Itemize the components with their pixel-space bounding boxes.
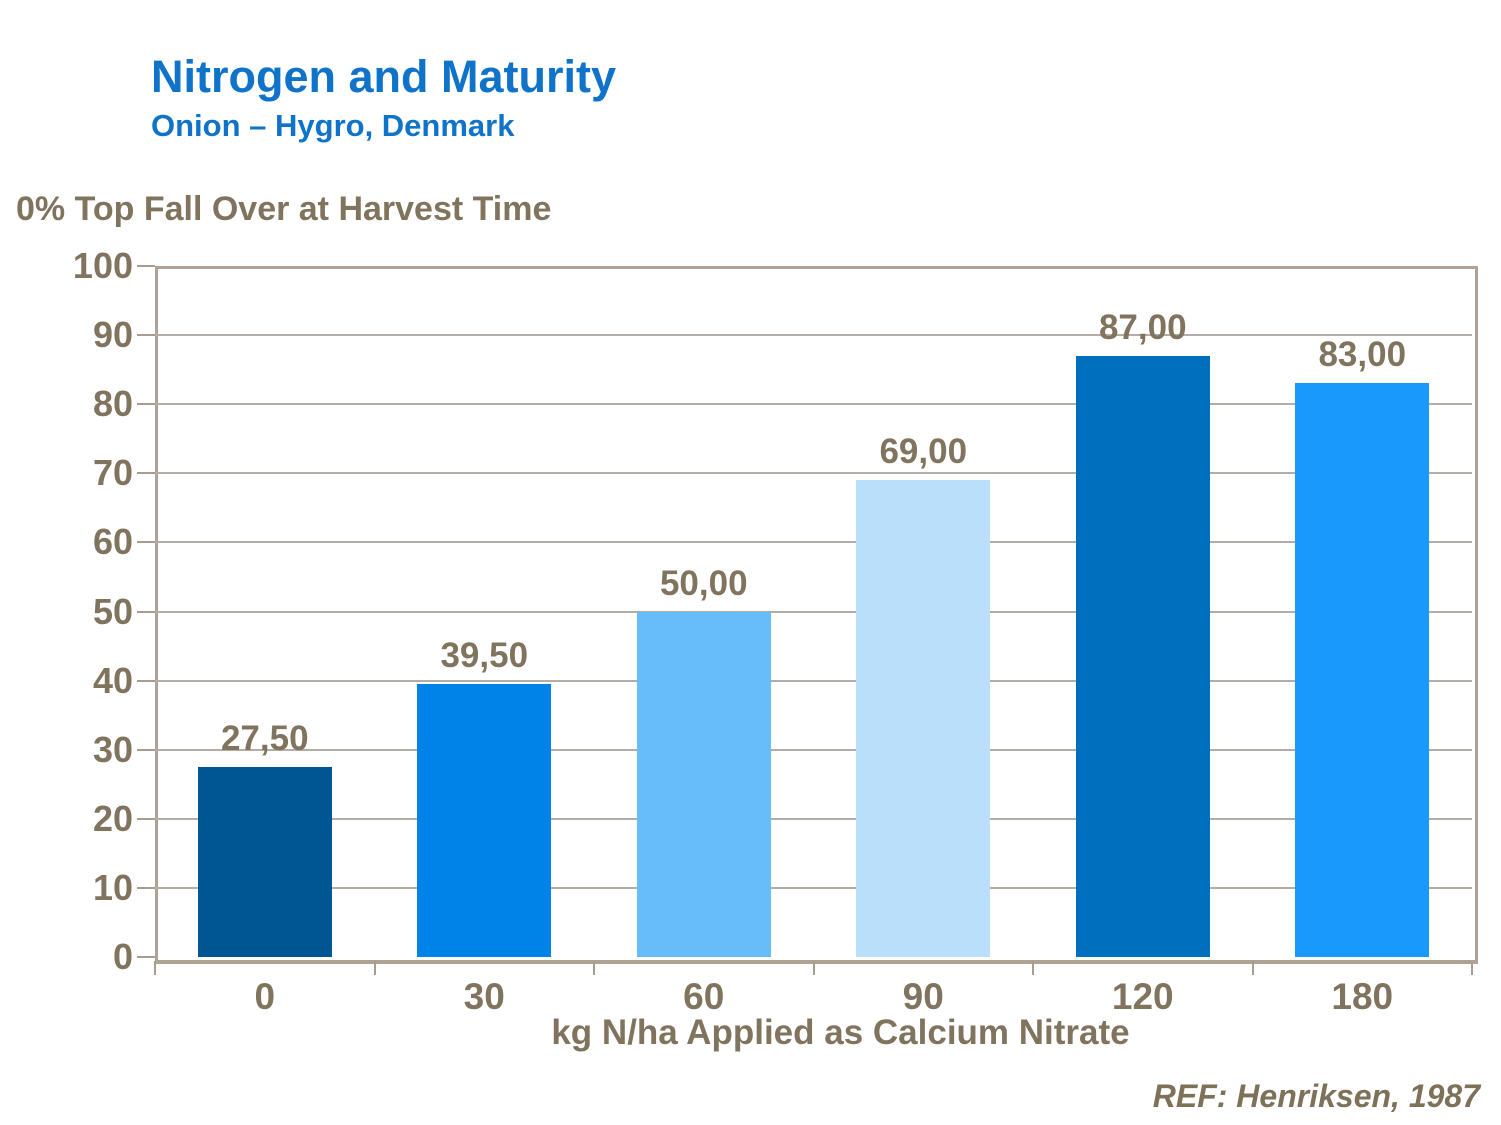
y-axis-tick [137,610,155,613]
x-axis-tick-label: 30 [463,976,505,1017]
bar [1295,383,1430,957]
x-axis-tick [812,961,815,975]
x-axis-tick [1251,961,1254,975]
y-axis-tick-label: 80 [92,383,133,425]
y-axis-tick-label: 70 [92,452,133,494]
y-axis-tick-label: 90 [92,314,133,356]
y-axis-tick-label: 40 [92,659,133,701]
bar-value-label: 27,50 [220,718,309,758]
gridline [155,403,1472,406]
y-axis-tick-label: 50 [92,590,133,632]
x-axis-tick [1471,961,1473,975]
gridline [155,541,1472,544]
x-axis-tick-label: 180 [1331,976,1394,1017]
y-axis-tick [137,334,155,337]
bar-value-label: 39,50 [440,636,529,676]
x-axis-tick [373,961,376,975]
plot-area [155,266,1478,964]
bar-value-label: 50,00 [659,563,748,603]
y-axis-tick [137,748,155,751]
chart-title: Nitrogen and Maturity [151,51,617,102]
y-axis-tick [137,265,155,267]
y-axis-tick-label: 100 [72,245,133,286]
y-axis-tick [137,679,155,682]
x-axis-tick-label: 90 [902,976,944,1017]
x-axis-tick-label: 0 [254,976,276,1017]
x-axis-tick [154,961,156,975]
y-axis-tick-label: 10 [92,866,133,908]
x-axis-tick [1032,961,1034,975]
bar [417,684,552,957]
y-axis-tick-label: 20 [92,797,133,839]
bar-value-label: 69,00 [879,432,968,472]
bar [197,766,332,957]
gridline [155,610,1472,613]
gridline [155,472,1472,475]
x-axis-tick-label: 60 [683,976,725,1017]
y-axis-tick [137,403,155,406]
x-axis-tick [593,961,595,975]
y-axis-tick-label: 0 [112,936,133,977]
y-axis-title: 0% Top Fall Over at Harvest Time [16,190,552,228]
chart-subtitle: Onion – Hygro, Denmark [151,108,515,143]
gridline [155,817,1472,820]
y-axis-tick [137,956,155,958]
gridline [155,748,1472,751]
bar [856,480,991,957]
y-axis-tick [137,541,155,544]
x-axis-title: kg N/ha Applied as Calcium Nitrate [551,1013,1130,1052]
y-axis-tick [137,817,155,820]
y-axis-tick-label: 30 [92,728,133,770]
reference-citation: REF: Henriksen, 1987 [1152,1078,1480,1114]
y-axis-tick [137,472,155,475]
y-axis-tick [137,886,155,889]
bar-value-label: 83,00 [1318,335,1407,375]
gridline [155,886,1472,889]
bar [1075,355,1210,957]
gridline [155,679,1472,682]
bar [636,611,771,957]
gridline [155,334,1472,337]
x-axis-tick-label: 120 [1111,976,1174,1017]
y-axis-tick-label: 60 [92,521,133,563]
bar-value-label: 87,00 [1098,307,1187,347]
